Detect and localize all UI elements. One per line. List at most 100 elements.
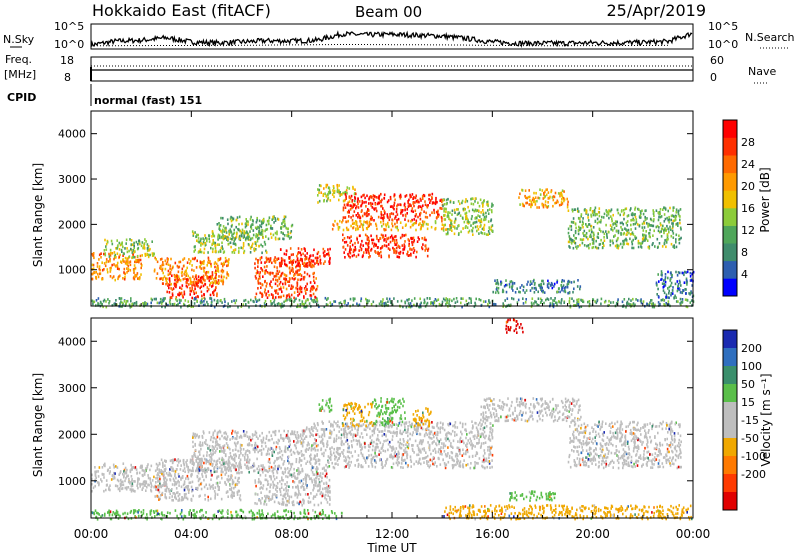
range-gate-cell	[292, 253, 294, 256]
range-gate-cell	[593, 239, 595, 242]
range-gate-cell	[530, 203, 532, 206]
range-gate-cell	[668, 300, 670, 303]
range-gate-cell	[599, 215, 601, 218]
range-gate-cell	[203, 260, 205, 263]
range-gate-cell	[525, 301, 527, 304]
range-gate-cell	[315, 277, 317, 280]
range-gate-cell	[523, 205, 525, 208]
range-gate-cell	[117, 244, 119, 247]
range-gate-cell	[663, 232, 665, 235]
range-gate-cell	[427, 206, 429, 209]
range-gate-cell	[206, 451, 208, 454]
range-gate-cell	[575, 232, 577, 235]
range-gate-cell	[235, 484, 237, 487]
range-gate-cell	[450, 201, 452, 204]
range-gate-cell	[285, 451, 287, 454]
range-gate-cell	[143, 246, 145, 249]
range-gate-cell	[262, 275, 264, 278]
range-gate-cell	[413, 218, 415, 221]
range-gate-cell	[222, 458, 224, 461]
range-gate-cell	[595, 213, 597, 216]
range-gate-cell	[429, 201, 431, 204]
range-gate-cell	[384, 244, 386, 247]
range-gate-cell	[131, 243, 133, 246]
range-gate-cell	[250, 251, 252, 254]
range-gate-cell	[119, 248, 121, 251]
range-gate-cell	[587, 214, 589, 217]
range-gate-cell	[109, 255, 111, 258]
range-gate-cell	[474, 221, 476, 224]
range-gate-cell	[640, 210, 642, 213]
range-gate-cell	[303, 276, 305, 279]
range-gate-cell	[381, 199, 383, 202]
range-gate-cell	[658, 216, 660, 219]
range-gate-cell	[560, 302, 562, 305]
range-gate-cell	[275, 448, 277, 451]
range-gate-cell	[182, 284, 184, 287]
range-gate-cell	[313, 265, 315, 268]
range-gate-cell	[201, 291, 203, 294]
range-gate-cell	[169, 493, 171, 496]
range-gate-cell	[347, 186, 349, 189]
range-gate-cell	[167, 258, 169, 261]
range-gate-cell	[190, 290, 192, 293]
range-gate-cell	[404, 209, 406, 212]
range-gate-cell	[184, 493, 186, 496]
range-gate-cell	[482, 214, 484, 217]
range-gate-cell	[314, 282, 316, 285]
range-gate-cell	[227, 264, 229, 267]
range-gate-cell	[104, 299, 106, 302]
range-gate-cell	[220, 224, 222, 227]
range-gate-cell	[138, 261, 140, 264]
range-gate-cell	[408, 204, 410, 207]
range-gate-cell	[357, 228, 359, 231]
range-gate-cell	[187, 466, 189, 469]
range-gate-cell	[466, 300, 468, 303]
range-gate-cell	[597, 299, 599, 302]
range-gate-cell	[460, 231, 462, 234]
range-gate-cell	[143, 469, 145, 472]
range-gate-cell	[497, 279, 499, 282]
range-gate-cell	[606, 235, 608, 238]
range-gate-cell	[171, 274, 173, 277]
range-gate-cell	[254, 434, 256, 437]
range-gate-cell	[170, 296, 172, 299]
range-gate-cell	[373, 239, 375, 242]
range-gate-cell	[275, 279, 277, 282]
range-gate-cell	[442, 301, 444, 304]
range-gate-cell	[622, 228, 624, 231]
range-gate-cell	[188, 491, 190, 494]
range-gate-cell	[572, 210, 574, 213]
range-gate-cell	[281, 260, 283, 263]
range-gate-cell	[214, 490, 216, 493]
freq-panel	[91, 57, 693, 81]
range-gate-cell	[363, 221, 365, 224]
range-gate-cell	[268, 223, 270, 226]
range-gate-cell	[207, 487, 209, 490]
range-gate-cell	[677, 224, 679, 227]
range-gate-cell	[548, 287, 550, 290]
range-gate-cell	[349, 200, 351, 203]
range-gate-cell	[280, 456, 282, 459]
range-gate-cell	[415, 210, 417, 213]
range-gate-cell	[401, 211, 403, 214]
range-gate-cell	[274, 468, 276, 471]
range-gate-cell	[237, 431, 239, 434]
range-gate-cell	[289, 267, 291, 270]
range-gate-cell	[495, 303, 497, 306]
range-gate-cell	[454, 233, 456, 236]
range-gate-cell	[238, 229, 240, 232]
range-gate-cell	[193, 464, 195, 467]
range-gate-cell	[606, 211, 608, 214]
range-gate-cell	[388, 226, 390, 229]
range-gate-cell	[166, 291, 168, 294]
range-gate-cell	[251, 444, 253, 447]
range-gate-cell	[687, 271, 689, 274]
range-gate-cell	[368, 198, 370, 201]
range-gate-cell	[237, 450, 239, 453]
range-gate-cell	[370, 223, 372, 226]
range-gate-cell	[218, 251, 220, 254]
range-gate-cell	[429, 297, 431, 300]
range-gate-cell	[228, 456, 230, 459]
range-gate-cell	[289, 272, 291, 275]
